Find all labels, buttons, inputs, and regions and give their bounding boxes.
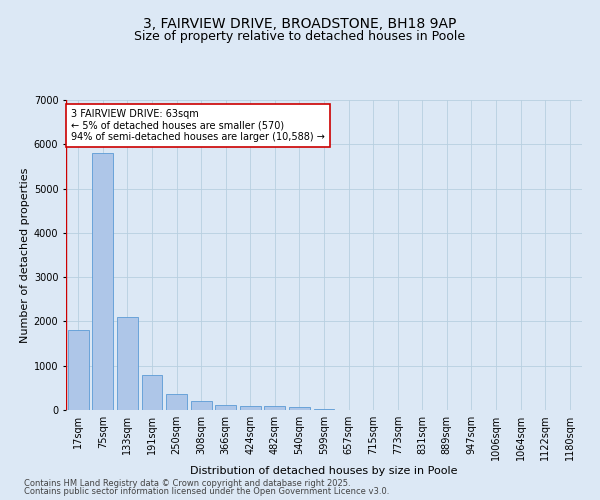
Bar (289, 408, 310, 410)
Text: Contains public sector information licensed under the Open Government Licence v3: Contains public sector information licen… (24, 487, 389, 496)
Bar (240, 406, 261, 410)
Text: Contains HM Land Registry data © Crown copyright and database right 2025.: Contains HM Land Registry data © Crown c… (24, 478, 350, 488)
Bar (166, 394, 187, 410)
Bar (117, 317, 138, 410)
Bar (142, 374, 163, 410)
Text: 3 FAIRVIEW DRIVE: 63sqm
← 5% of detached houses are smaller (570)
94% of semi-de: 3 FAIRVIEW DRIVE: 63sqm ← 5% of detached… (71, 110, 325, 142)
Bar (68, 330, 89, 410)
Bar (265, 406, 286, 410)
Bar (191, 401, 212, 410)
Y-axis label: Number of detached properties: Number of detached properties (20, 168, 29, 342)
Bar (215, 404, 236, 410)
Bar (92, 153, 113, 410)
X-axis label: Distribution of detached houses by size in Poole: Distribution of detached houses by size … (190, 466, 458, 476)
Text: Size of property relative to detached houses in Poole: Size of property relative to detached ho… (134, 30, 466, 43)
Bar (314, 408, 334, 410)
Text: 3, FAIRVIEW DRIVE, BROADSTONE, BH18 9AP: 3, FAIRVIEW DRIVE, BROADSTONE, BH18 9AP (143, 18, 457, 32)
